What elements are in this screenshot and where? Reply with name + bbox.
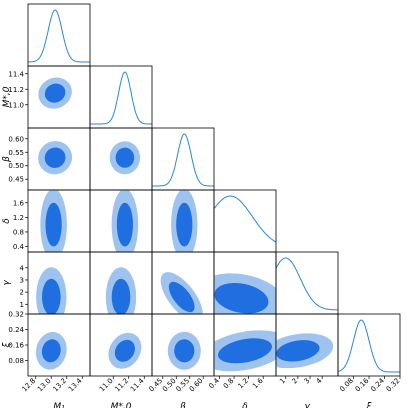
panel-gamma-Mstar0 [105, 267, 137, 314]
marginal-beta [152, 133, 214, 187]
y-tick-label-delta: 0.4 [13, 243, 25, 251]
x-axis-label-M1: M₁ [53, 402, 65, 408]
x-axis-label-delta: δ [242, 402, 248, 408]
panel-beta-Mstar0 [109, 141, 141, 175]
panel-frame [151, 127, 215, 191]
x-tick-label-M1: 13.2 [51, 377, 68, 394]
contour-inner-beta-delta [176, 202, 193, 247]
x-tick-label-M1: 12.8 [20, 377, 37, 394]
x-tick-label-Mstar0: 11.4 [129, 376, 146, 393]
contour-inner-beta-xi [174, 339, 195, 363]
y-tick-label-gamma: 2 [20, 289, 24, 297]
y-tick-label-Mstar0: 11.0 [8, 101, 24, 109]
panel-frame [27, 3, 91, 67]
marginal-delta [214, 195, 276, 243]
y-tick-label-beta: 0.50 [8, 162, 24, 170]
contour-inner-M1-beta [44, 147, 66, 168]
x-tick-label-delta: 0.8 [222, 377, 236, 391]
panel-delta-delta [214, 195, 276, 243]
x-axis-label-xi: ξ [365, 402, 372, 408]
contour-inner-Mstar0-delta [116, 202, 133, 247]
marginal-Mstar0 [90, 71, 152, 125]
x-tick-label-M1: 13.4 [67, 376, 84, 393]
contour-inner-M1-gamma [42, 278, 61, 314]
panel-delta-M1 [40, 190, 67, 252]
y-axis-label-delta: δ [2, 218, 12, 224]
contour-inner-delta-gamma [214, 282, 269, 314]
x-tick-label-beta: 0.50 [161, 377, 178, 394]
contour-inner-Mstar0-xi [114, 339, 135, 362]
panel-gamma-gamma [276, 257, 338, 311]
x-tick-label-beta: 0.55 [174, 377, 191, 394]
panel-delta-Mstar0 [111, 190, 139, 252]
x-tick-label-Mstar0: 11.2 [113, 377, 130, 394]
y-tick-label-delta: 1.2 [13, 214, 24, 222]
contour-inner-delta-xi [217, 338, 273, 364]
x-tick-label-delta: 1.2 [237, 377, 251, 391]
y-tick-label-beta: 0.45 [8, 176, 24, 184]
contour-inner-beta-gamma [168, 281, 195, 313]
panel-Mstar0-M1 [38, 77, 72, 109]
y-tick-label-beta: 0.55 [8, 149, 24, 157]
panel-xi-M1 [35, 331, 67, 370]
panel-xi-Mstar0 [108, 332, 142, 369]
x-tick-label-beta: 0.60 [188, 377, 205, 394]
y-tick-label-Mstar0: 11.2 [8, 86, 24, 94]
panel-frame [337, 313, 401, 377]
x-tick-label-xi: 0.16 [354, 376, 371, 393]
panel-xi-xi [338, 319, 400, 373]
x-axis-label-gamma: γ [304, 402, 310, 408]
x-tick-label-beta: 0.45 [148, 377, 165, 394]
y-tick-label-xi: 0.32 [8, 311, 24, 319]
panel-beta-beta [152, 133, 214, 187]
contour-inner-Mstar0-beta [115, 147, 135, 168]
y-tick-label-gamma: 3 [20, 276, 24, 284]
panel-xi-beta [167, 331, 201, 370]
panel-gamma-M1 [36, 267, 67, 314]
x-tick-label-gamma: 1 [278, 377, 287, 386]
y-axis-label-beta: β [2, 156, 12, 163]
y-tick-label-beta: 0.60 [8, 135, 24, 143]
contour-inner-M1-Mstar0 [44, 83, 66, 103]
panel-frame [275, 251, 339, 315]
panel-gamma-delta [214, 273, 276, 314]
marginal-xi [338, 319, 400, 373]
x-axis-label-Mstar0: M*,0 [111, 402, 132, 408]
marginal-gamma [276, 257, 338, 311]
marginal-M1 [28, 9, 90, 63]
panel-M1-M1 [28, 9, 90, 63]
panel-delta-beta [171, 190, 198, 252]
y-tick-label-Mstar0: 11.4 [8, 70, 24, 78]
x-tick-label-M1: 13.0 [36, 377, 53, 394]
panel-beta-M1 [38, 141, 73, 175]
contour-inner-gamma-xi [276, 340, 320, 362]
x-tick-label-gamma: 2 [290, 377, 299, 386]
x-tick-label-xi: 0.32 [385, 377, 402, 394]
x-tick-label-xi: 0.08 [338, 377, 355, 394]
x-tick-label-Mstar0: 11.0 [98, 377, 115, 394]
panel-Mstar0-Mstar0 [90, 71, 152, 125]
y-tick-label-delta: 1.6 [13, 199, 25, 207]
y-tick-label-gamma: 1 [20, 301, 24, 309]
y-axis-label-Mstar0: M*,0 [2, 86, 12, 107]
x-tick-label-xi: 0.24 [369, 376, 386, 393]
contour-inner-Mstar0-gamma [111, 278, 131, 314]
panel-frame [89, 65, 153, 129]
panel-xi-gamma [276, 333, 334, 369]
y-axis-label-gamma: γ [2, 280, 12, 286]
y-tick-label-xi: 0.08 [8, 357, 24, 365]
y-axis-label-xi: ξ [2, 342, 12, 349]
panel-xi-delta [214, 330, 276, 372]
y-tick-label-gamma: 4 [20, 264, 25, 272]
x-tick-label-gamma: 3 [303, 377, 312, 386]
panel-gamma-beta [160, 272, 203, 314]
y-tick-label-xi: 0.16 [8, 342, 24, 350]
y-tick-label-xi: 0.24 [8, 326, 24, 334]
contour-inner-M1-delta [45, 202, 62, 247]
contour-inner-M1-xi [41, 339, 61, 363]
y-tick-label-delta: 0.8 [13, 228, 24, 236]
x-axis-label-beta: β [179, 402, 186, 408]
x-tick-label-gamma: 4 [315, 376, 324, 385]
